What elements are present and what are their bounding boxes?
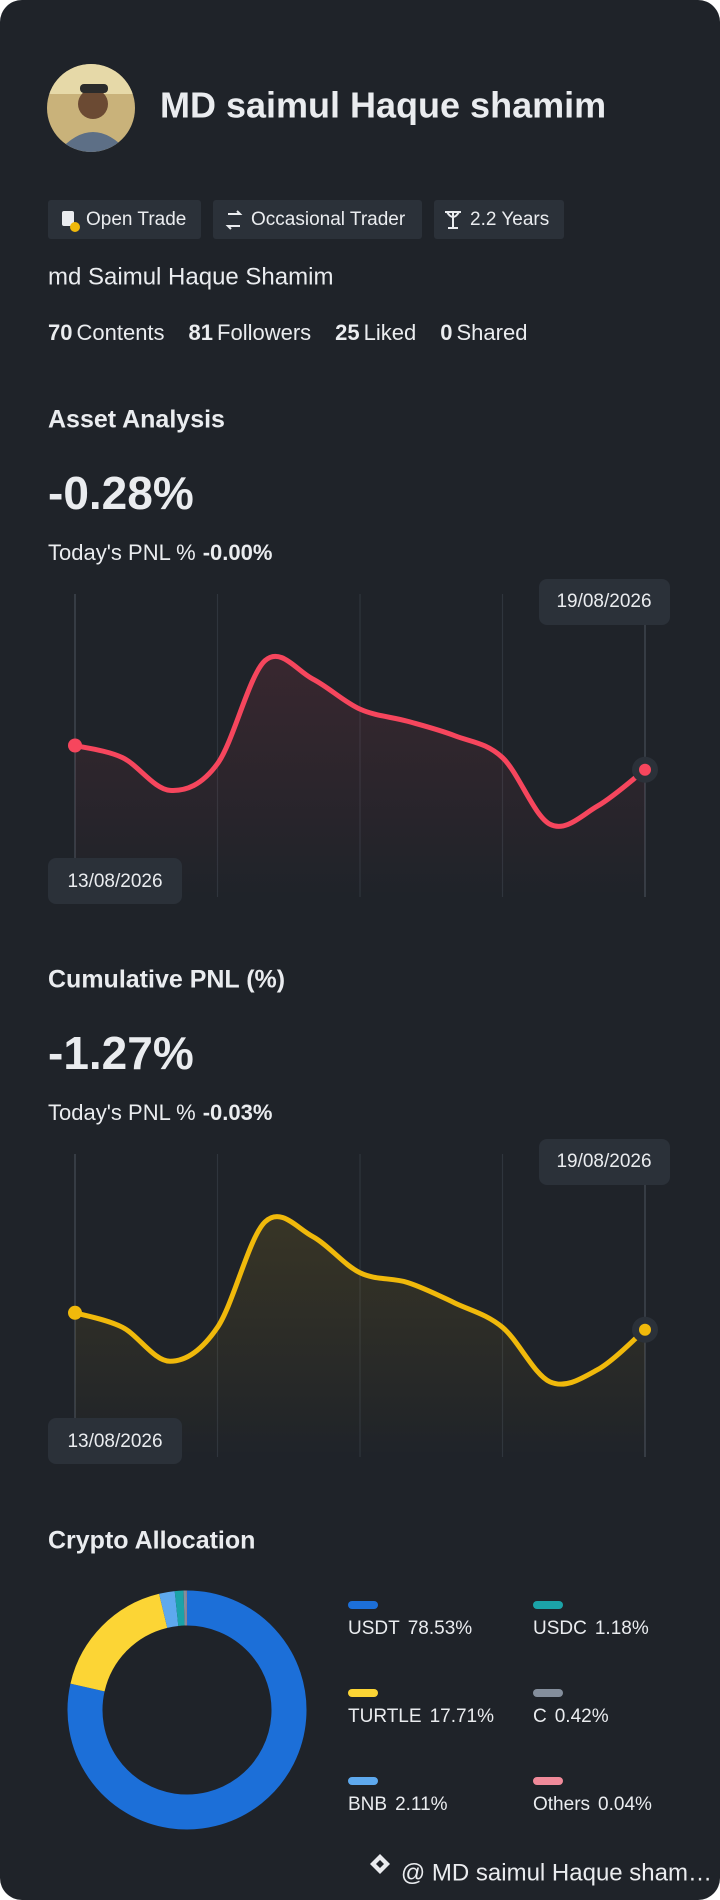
legend-swatch — [533, 1689, 563, 1697]
start-date: 13/08/2026 — [67, 1431, 162, 1452]
footer-text: @ MD saimul Haque sham… — [401, 1859, 712, 1886]
stat-label: Liked — [364, 320, 417, 345]
avatar[interactable] — [47, 64, 135, 152]
date-tooltip — [539, 1139, 670, 1185]
legend-value: 78.53% — [408, 1618, 473, 1639]
pnl-value: -1.27% — [48, 1027, 194, 1079]
donut-slice — [70, 1593, 168, 1692]
legend-entry: TURTLE 17.71% — [348, 1706, 494, 1727]
badge-text: Occasional Trader — [251, 209, 406, 230]
end-dot — [639, 1323, 651, 1336]
legend-name: BNB — [348, 1794, 387, 1815]
badge-text: 2.2 Years — [470, 209, 549, 230]
end-date: 19/08/2026 — [556, 591, 651, 612]
legend-name: Others — [533, 1794, 590, 1815]
section-title: Asset Analysis — [48, 406, 225, 434]
legend-value: 0.04% — [598, 1794, 652, 1815]
area — [75, 1216, 645, 1457]
legend-entry: USDT 78.53% — [348, 1618, 472, 1639]
badge: 2.2 Years — [434, 200, 564, 239]
brand-icon — [370, 1854, 390, 1874]
stat-count: 81 — [189, 320, 213, 345]
stat-count: 25 — [335, 320, 359, 345]
legend-value: 17.71% — [430, 1706, 495, 1727]
legend-value: 2.11% — [395, 1794, 448, 1815]
legend-value: 1.18% — [595, 1618, 649, 1639]
nickname: md Saimul Haque Shamim — [48, 263, 333, 290]
today-pnl-value: -0.03% — [203, 1100, 273, 1125]
end-date: 19/08/2026 — [556, 1151, 651, 1172]
date-tooltip — [48, 1418, 182, 1464]
badge: Open Trade — [48, 200, 201, 239]
stat-label: Contents — [76, 320, 164, 345]
legend-entry: USDC 1.18% — [533, 1618, 649, 1639]
end-dot — [639, 763, 651, 776]
today-pnl-value: -0.00% — [203, 540, 273, 565]
today-pnl-label: Today's PNL % — [48, 1100, 196, 1125]
legend-name: C — [533, 1706, 547, 1727]
line — [72, 653, 648, 829]
stat-count: 70 — [48, 320, 72, 345]
legend-swatch — [533, 1777, 563, 1785]
section-title: Cumulative PNL (%) — [48, 966, 285, 994]
donut-slice — [159, 1591, 179, 1628]
section-title: Crypto Allocation — [48, 1527, 255, 1555]
donut-slice — [67, 1590, 307, 1830]
legend-swatch — [348, 1601, 378, 1609]
legend-entry: BNB 2.11% — [348, 1794, 448, 1815]
date-tooltip — [48, 858, 182, 904]
legend-name: USDC — [533, 1618, 587, 1639]
today-pnl-label: Today's PNL % — [48, 540, 196, 565]
today-pnl: Today's PNL % -0.03% — [48, 1100, 272, 1125]
legend-name: TURTLE — [348, 1706, 422, 1727]
badge: Occasional Trader — [213, 200, 422, 239]
pnl-value: -0.28% — [48, 467, 194, 519]
line — [72, 1214, 648, 1387]
start-dot — [68, 738, 82, 753]
legend-swatch — [348, 1689, 378, 1697]
stat-label: Shared — [457, 320, 528, 345]
stat-label: Followers — [217, 320, 311, 345]
stat-count: 0 — [440, 320, 452, 345]
profile-name: MD saimul Haque shamim — [160, 85, 606, 126]
legend-entry: Others 0.04% — [533, 1794, 652, 1815]
date-tooltip — [539, 579, 670, 625]
legend-swatch — [348, 1777, 378, 1785]
legend-entry: C 0.42% — [533, 1706, 609, 1727]
area — [75, 656, 645, 897]
start-date: 13/08/2026 — [67, 871, 162, 892]
stats: 70 Contents 81 Followers 25 Liked 0 Shared — [48, 320, 527, 345]
legend-value: 0.42% — [555, 1706, 609, 1727]
start-dot — [68, 1305, 82, 1320]
badge-text: Open Trade — [86, 209, 186, 230]
legend-swatch — [533, 1601, 563, 1609]
today-pnl: Today's PNL % -0.00% — [48, 540, 272, 565]
legend-name: USDT — [348, 1618, 400, 1639]
